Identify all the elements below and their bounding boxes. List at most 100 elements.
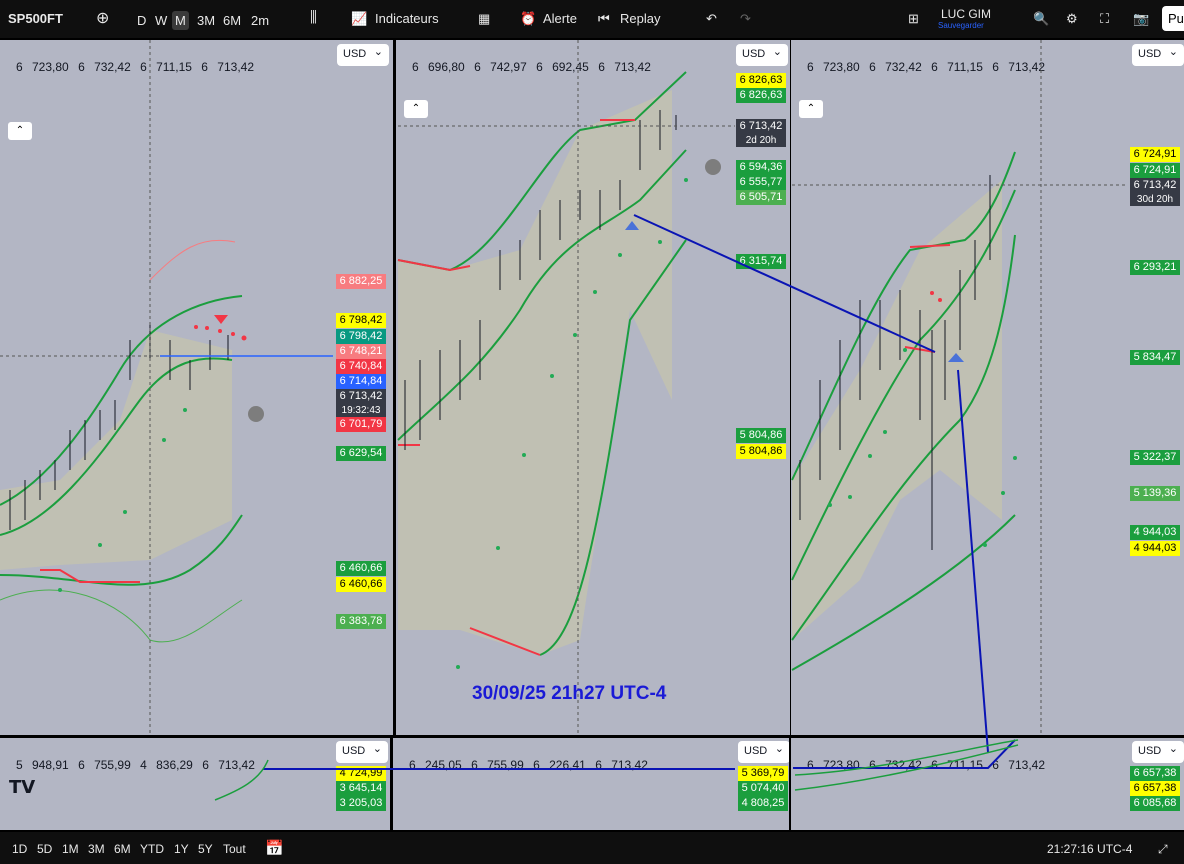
tv-logo: 𝗧𝗩 [9,777,36,797]
indicators-icon: 📈 [351,11,368,26]
price-label: 6 505,71 [736,190,786,205]
range-button[interactable]: 5Y [198,842,213,856]
ohlc-value: 6 245,05 [409,758,462,772]
currency[interactable]: USD [1132,44,1184,66]
replay[interactable]: Replay [620,11,661,26]
alert[interactable]: Alerte [543,11,577,26]
fullscreen[interactable]: ⛶ [1100,11,1110,26]
price-label: 5 834,47 [1130,350,1180,365]
ohlc-value: 4 836,29 [140,758,193,772]
currency[interactable]: USD [336,741,388,763]
price-label: 5 322,37 [1130,450,1180,465]
save[interactable]: Sauvegarder [938,21,984,30]
mini-pane[interactable]: USD 6 723,80 6 732,42 6 711,15 6 713,42 6… [791,738,1184,830]
interval[interactable]: D [137,13,147,28]
ohlc: 6 696,80 6 742,97 6 692,45 6 713,42 [412,60,651,74]
price-label: 5 139,36 [1130,486,1180,501]
ohlc-value: 6 723,80 [16,60,69,74]
price-label: 5 369,79 [738,766,788,781]
price-label: 6 714,84 [336,374,386,389]
price-label: 6 657,38 [1130,781,1180,796]
price-label: 6 555,77 [736,175,786,190]
undo[interactable]: ↶ [706,11,717,26]
ohlc-value: 6 692,45 [536,60,589,74]
ohlc-value: 6 711,15 [140,60,192,74]
price-label: 4 944,03 [1130,525,1180,540]
publish[interactable]: Pu [1162,6,1184,31]
chart-pane[interactable]: USD 6 723,80 6 732,42 6 711,15 6 713,42 ⌃… [0,40,393,735]
price-label: 6 594,36 [736,160,786,175]
collapse-button[interactable]: ⌃ [799,100,823,118]
ohlc: 5 948,91 6 755,99 4 836,29 6 713,42 [16,758,255,772]
redo[interactable]: ↷ [740,11,751,26]
chart-pane[interactable]: USD 6 723,80 6 732,42 6 711,15 6 713,42 ⌃… [791,40,1184,735]
price-label: 6 724,91 [1130,147,1180,162]
currency[interactable]: USD [337,44,389,66]
collapse-button[interactable]: ⌃ [8,122,32,140]
ohlc: 6 723,80 6 732,42 6 711,15 6 713,42 [16,60,254,74]
interval[interactable]: W [155,13,168,28]
ohlc-value: 6 742,97 [474,60,527,74]
currency[interactable]: USD [736,44,788,66]
mini-pane[interactable]: USD 5 948,91 6 755,99 4 836,29 6 713,42 4… [0,738,390,830]
price-label: 6 293,21 [1130,260,1180,275]
price-label: 6 629,54 [336,446,386,461]
ohlc-value: 6 723,80 [807,758,860,772]
price-label: 6 085,68 [1130,796,1180,811]
ohlc-value: 6 723,80 [807,60,860,74]
goto-date[interactable]: 📅 [265,840,284,857]
currency[interactable]: USD [1132,741,1184,763]
bottom-bar: 1D 5D 1M 3M 6M YTD 1Y 5Y Tout 📅 21:27:16 UTC-4 ⤢ [0,832,1184,864]
price-label: 6 740,84 [336,359,386,374]
layouts[interactable]: ▦ [478,11,491,26]
range-button[interactable]: 1Y [174,842,189,856]
price-label: 6 798,42 [336,329,386,344]
ohlc-value: 6 755,99 [78,758,131,772]
mini-pane[interactable]: USD 6 245,05 6 755,99 6 226,41 6 713,42 5… [393,738,789,830]
clock: 21:27:16 UTC-4 [1047,842,1133,856]
range-button[interactable]: YTD [140,842,164,856]
ohlc-value: 6 226,41 [533,758,586,772]
ohlc-value: 6 713,42 [992,60,1046,74]
layout-grid[interactable]: ⊞ [908,11,919,26]
price-label: 6 826,63 [736,88,786,103]
price-label: 6 826,63 [736,73,786,88]
currency[interactable]: USD [738,741,789,763]
indicators[interactable]: Indicateurs [375,11,439,26]
annotation: 30/09/25 21h27 UTC-4 [472,683,667,704]
ohlc: 6 723,80 6 732,42 6 711,15 6 713,42 [807,758,1045,772]
price-label: 6 460,66 [336,561,386,576]
user[interactable]: LUC GIM [941,7,992,21]
ohlc-value: 6 732,42 [78,60,131,74]
snapshot[interactable]: 📷 [1133,11,1150,26]
collapse-button[interactable]: ⌃ [404,100,428,118]
range-button[interactable]: 1M [62,842,79,856]
range-button[interactable]: 6M [114,842,131,856]
range-button[interactable]: 5D [37,842,53,856]
price-label: 4 724,99 [336,766,386,781]
bar-style[interactable]: ⫼ [310,9,317,26]
price-label: 6 713,42 [736,119,786,134]
symbol[interactable]: SP500FT [8,11,63,26]
price-label: 6 713,42 [336,389,386,404]
interval[interactable]: 3M [197,13,216,28]
interval[interactable]: M [172,11,189,30]
price-label: 6 701,79 [336,417,386,432]
range-button[interactable]: 3M [88,842,105,856]
search[interactable]: 🔍 [1033,11,1050,26]
interval[interactable]: 6M [223,13,242,28]
ohlc-value: 5 948,91 [16,758,69,772]
range-button[interactable]: Tout [223,842,246,856]
range-button[interactable]: 1D [12,842,28,856]
ohlc: 6 723,80 6 732,42 6 711,15 6 713,42 [807,60,1045,74]
price-label: 5 074,40 [738,781,788,796]
price-label: 6 657,38 [1130,766,1180,781]
interval[interactable]: 2m [251,13,270,28]
chart-pane[interactable]: USD 6 696,80 6 742,97 6 692,45 6 713,42 ⌃… [396,40,790,735]
add-symbol[interactable]: ⊕ [96,10,110,27]
maximize[interactable]: ⤢ [1158,842,1168,856]
price-label: 3 645,14 [336,781,386,796]
settings[interactable]: ⚙ [1066,11,1078,26]
